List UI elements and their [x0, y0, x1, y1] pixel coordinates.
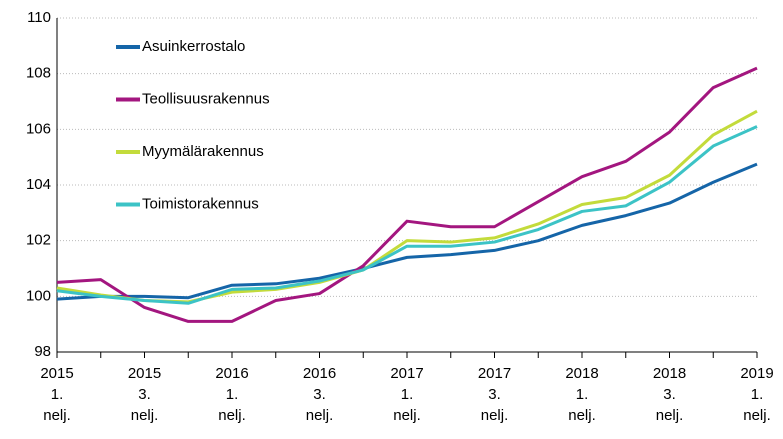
x-tick-label: 2016 3. nelj.	[303, 365, 336, 424]
x-tick-label-line: nelj.	[393, 407, 421, 424]
x-tick-label-line: 1.	[226, 386, 239, 403]
x-tick-label-line: 2017	[478, 365, 511, 382]
legend-label: Teollisuusrakennus	[142, 90, 270, 107]
x-tick-label-line: 1.	[401, 386, 414, 403]
x-tick-label-line: nelj.	[656, 407, 684, 424]
x-tick-label-line: 2015	[128, 365, 161, 382]
x-tick-label-line: nelj.	[743, 407, 771, 424]
x-tick-label: 2016 1. nelj.	[215, 365, 248, 424]
x-tick-label-line: 3.	[488, 386, 501, 403]
y-tick-label: 108	[26, 65, 51, 82]
y-tick-label: 102	[26, 232, 51, 249]
x-tick-label-line: 2018	[653, 365, 686, 382]
legend-label: Toimistorakennus	[142, 195, 259, 212]
y-tick-label: 106	[26, 120, 51, 137]
x-tick-label-line: 3.	[313, 386, 326, 403]
y-tick-label: 98	[34, 343, 51, 360]
x-tick-label-line: 1.	[751, 386, 764, 403]
series-line	[56, 125, 758, 305]
x-tick-label: 2018 1. nelj.	[565, 365, 598, 424]
x-tick-label-line: 3.	[138, 386, 151, 403]
x-tick-label-line: nelj.	[306, 407, 334, 424]
x-tick-label: 2018 3. nelj.	[653, 365, 686, 424]
x-tick-label-line: nelj.	[131, 407, 159, 424]
x-tick-label: 2015 3. nelj.	[128, 365, 161, 424]
x-tick-label-line: 2016	[303, 365, 336, 382]
x-tick-label-line: 1.	[576, 386, 589, 403]
x-tick-label: 2015 1. nelj.	[40, 365, 73, 424]
x-tick-label-line: nelj.	[481, 407, 509, 424]
x-tick-label-line: nelj.	[568, 407, 596, 424]
x-tick-label-line: 2019	[740, 365, 773, 382]
x-tick-label: 2019 1. nelj.	[740, 365, 773, 424]
x-tick-label-line: 2017	[390, 365, 423, 382]
y-tick-label: 100	[26, 287, 51, 304]
x-tick-label: 2017 3. nelj.	[478, 365, 511, 424]
series-line	[56, 66, 758, 323]
x-tick-label-line: 3.	[663, 386, 676, 403]
x-tick-label-line: nelj.	[218, 407, 246, 424]
series-line	[56, 162, 758, 301]
y-tick-label: 110	[27, 9, 51, 26]
x-tick-label-line: 2015	[40, 365, 73, 382]
x-tick-label-line: 2016	[215, 365, 248, 382]
legend-label: Asuinkerrostalo	[142, 38, 245, 55]
x-tick-label-line: 2018	[565, 365, 598, 382]
legend-label: Myymälärakennus	[142, 143, 264, 160]
x-tick-label-line: nelj.	[43, 407, 71, 424]
x-tick-label: 2017 1. nelj.	[390, 365, 423, 424]
x-tick-label-line: 1.	[51, 386, 64, 403]
y-tick-label: 104	[26, 176, 51, 193]
